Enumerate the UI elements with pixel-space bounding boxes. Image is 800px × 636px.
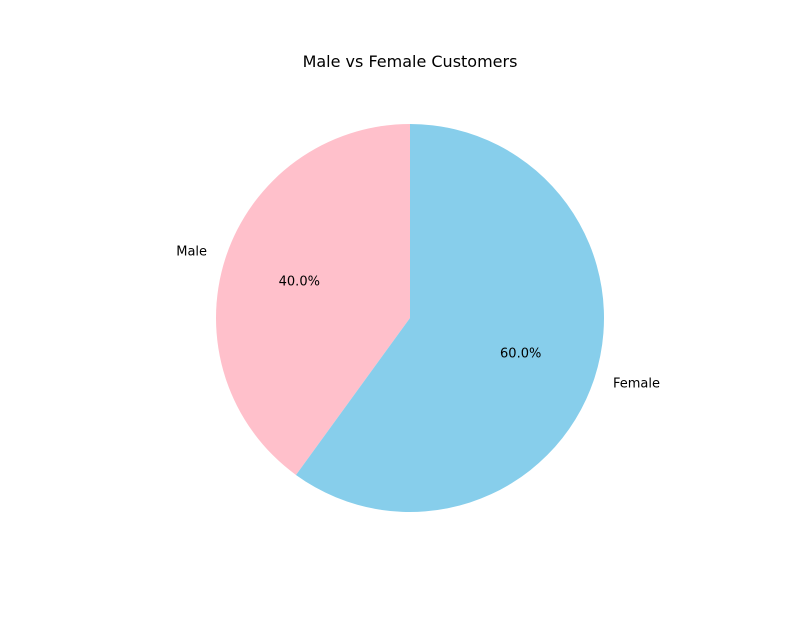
slice-label-male: Male [176,245,207,260]
slice-percent-female: 60.0% [500,346,541,361]
pie-slice-female [295,124,604,512]
slice-percent-male: 40.0% [279,275,320,290]
pie-slices [215,124,604,512]
chart-title: Male vs Female Customers [303,52,518,71]
pie-slice-male [215,124,410,475]
pie-labels: Male 40.0% Female 60.0% [176,245,660,392]
slice-label-female: Female [613,376,660,391]
